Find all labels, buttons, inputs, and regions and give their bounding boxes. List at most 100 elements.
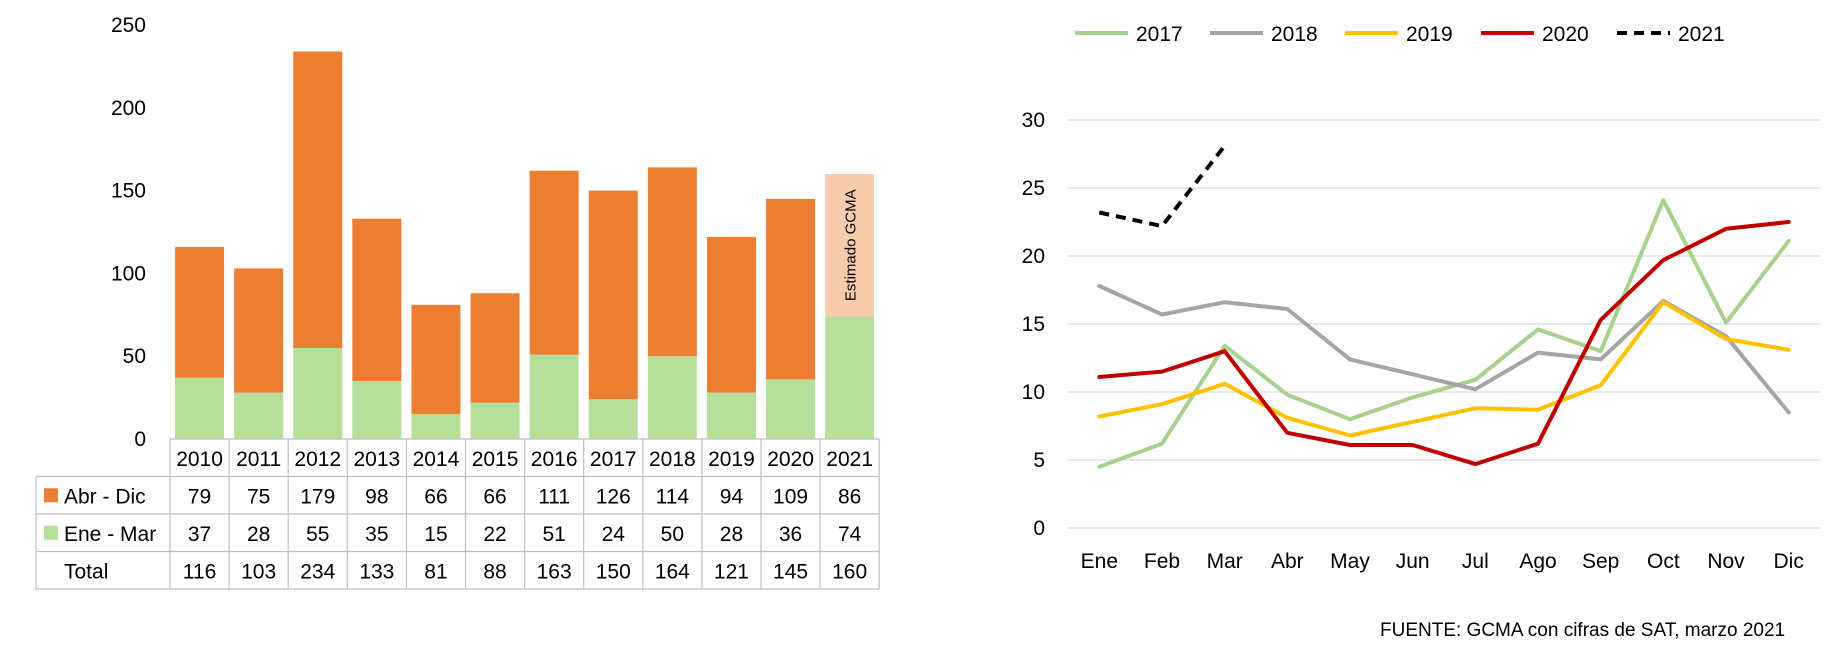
bar-ene-mar-2015 bbox=[470, 402, 520, 439]
line-chart: 0 5 10 15 20 25 30 Ene Feb Mar Abr May Jun Jul Ago Sep O… bbox=[1022, 23, 1820, 573]
data-label: 51 bbox=[542, 523, 565, 546]
total-label: 81 bbox=[424, 560, 447, 583]
x-tick-label: Jun bbox=[1396, 550, 1430, 573]
x-tick-label: 2021 bbox=[826, 448, 873, 471]
y-tick-label: 15 bbox=[1022, 313, 1045, 336]
bar-ene-mar-2017 bbox=[588, 399, 638, 439]
data-label: 111 bbox=[538, 485, 570, 508]
x-tick-label: May bbox=[1330, 550, 1370, 573]
bar-abr-dic-2017 bbox=[588, 190, 638, 400]
data-label: 66 bbox=[483, 485, 506, 508]
data-label: 55 bbox=[306, 523, 329, 546]
data-label: 24 bbox=[602, 523, 626, 546]
series-line-2018 bbox=[1097, 283, 1791, 415]
data-label: 94 bbox=[720, 485, 744, 508]
x-tick-label: 2020 bbox=[767, 448, 814, 471]
total-label: 121 bbox=[714, 560, 749, 583]
bar-abr-dic-2015 bbox=[470, 293, 520, 403]
y-tick-label: 10 bbox=[1022, 381, 1045, 404]
bar-abr-dic-2020 bbox=[766, 198, 816, 380]
y-tick-label: 30 bbox=[1022, 109, 1045, 132]
x-tick-label: Mar bbox=[1207, 550, 1243, 573]
x-tick-label: 2017 bbox=[590, 448, 637, 471]
x-tick-label: Jul bbox=[1462, 550, 1489, 573]
x-tick-label: Oct bbox=[1647, 550, 1680, 573]
bar-ene-mar-2018 bbox=[647, 356, 697, 439]
total-label: 116 bbox=[183, 560, 216, 583]
total-label: 103 bbox=[241, 560, 276, 583]
x-tick-label: 2016 bbox=[531, 448, 578, 471]
x-tick-label: Dic bbox=[1773, 550, 1803, 573]
bar-abr-dic-2018 bbox=[647, 167, 697, 357]
x-tick-label: Abr bbox=[1271, 550, 1304, 573]
data-label: 98 bbox=[365, 485, 388, 508]
legend-label: Abr - Dic bbox=[64, 485, 146, 508]
data-label: 50 bbox=[661, 523, 684, 546]
y-tick-label: 5 bbox=[1033, 449, 1045, 472]
y-tick-label: 150 bbox=[111, 180, 146, 203]
x-tick-label: 2013 bbox=[353, 448, 400, 471]
x-tick-label: 2012 bbox=[294, 448, 341, 471]
total-label: 163 bbox=[537, 560, 572, 583]
data-label: 179 bbox=[300, 485, 335, 508]
y-tick-label: 20 bbox=[1022, 245, 1045, 268]
x-tick-label: 2010 bbox=[176, 448, 223, 471]
bar-abr-dic-2013 bbox=[352, 218, 402, 382]
x-tick-label: Nov bbox=[1707, 550, 1745, 573]
bar-ene-mar-2010 bbox=[175, 377, 225, 439]
x-tick-label: Ene bbox=[1081, 550, 1118, 573]
series-line-2020 bbox=[1097, 220, 1791, 467]
bar-ene-mar-2016 bbox=[529, 354, 579, 439]
bar-ene-mar-2014 bbox=[411, 414, 461, 439]
data-label: 66 bbox=[424, 485, 447, 508]
x-tick-label: 2018 bbox=[649, 448, 696, 471]
bar-abr-dic-2021 bbox=[825, 174, 875, 317]
legend-label: 2020 bbox=[1542, 23, 1589, 46]
data-label: 109 bbox=[773, 485, 808, 508]
bar-abr-dic-2011 bbox=[234, 268, 284, 393]
bar-abr-dic-2019 bbox=[706, 236, 756, 393]
total-label: 160 bbox=[832, 560, 867, 583]
bar-abr-dic-2014 bbox=[411, 304, 461, 415]
bar-ene-mar-2020 bbox=[766, 379, 816, 439]
y-tick-label: 200 bbox=[111, 97, 146, 120]
bar-ene-mar-2019 bbox=[706, 392, 756, 439]
y-tick-label: 0 bbox=[134, 428, 146, 451]
legend-swatch bbox=[44, 525, 58, 540]
data-label: 86 bbox=[838, 485, 861, 508]
data-label: 28 bbox=[720, 523, 743, 546]
x-tick-label: Feb bbox=[1144, 550, 1180, 573]
totals-row-label: Total bbox=[64, 560, 108, 583]
source-note: FUENTE: GCMA con cifras de SAT, marzo 20… bbox=[1380, 620, 1786, 641]
x-tick-label: 2011 bbox=[236, 448, 281, 471]
legend-label: 2021 bbox=[1678, 23, 1725, 46]
data-label: 35 bbox=[365, 523, 388, 546]
y-tick-label: 25 bbox=[1022, 177, 1045, 200]
total-label: 133 bbox=[359, 560, 394, 583]
bar-ene-mar-2012 bbox=[293, 347, 343, 439]
bar-abr-dic-2010 bbox=[175, 246, 225, 378]
stacked-bar-chart: 0 50 100 150 200 250 Estimado GCMA 2010 2011 2012… bbox=[35, 14, 880, 590]
data-label: 22 bbox=[483, 523, 506, 546]
legend-label: 2017 bbox=[1136, 23, 1183, 46]
data-label: 28 bbox=[247, 523, 270, 546]
legend-swatch bbox=[44, 488, 58, 503]
total-label: 88 bbox=[483, 560, 506, 583]
bar-ene-mar-2021 bbox=[825, 316, 875, 439]
x-tick-label: Ago bbox=[1519, 550, 1556, 573]
total-label: 145 bbox=[773, 560, 808, 583]
y-tick-label: 100 bbox=[111, 262, 146, 285]
y-tick-label: 250 bbox=[111, 14, 146, 37]
x-tick-label: 2015 bbox=[472, 448, 519, 471]
bar-ene-mar-2011 bbox=[234, 392, 284, 439]
series-line-2019 bbox=[1097, 300, 1791, 438]
bar-ene-mar-2013 bbox=[352, 381, 402, 439]
y-tick-label: 0 bbox=[1033, 517, 1045, 540]
estimate-label: Estimado GCMA bbox=[843, 189, 860, 301]
data-label: 37 bbox=[188, 523, 211, 546]
total-label: 164 bbox=[655, 560, 690, 583]
x-tick-label: Sep bbox=[1582, 550, 1619, 573]
data-label: 74 bbox=[838, 523, 862, 546]
data-label: 36 bbox=[779, 523, 802, 546]
total-label: 150 bbox=[596, 560, 631, 583]
